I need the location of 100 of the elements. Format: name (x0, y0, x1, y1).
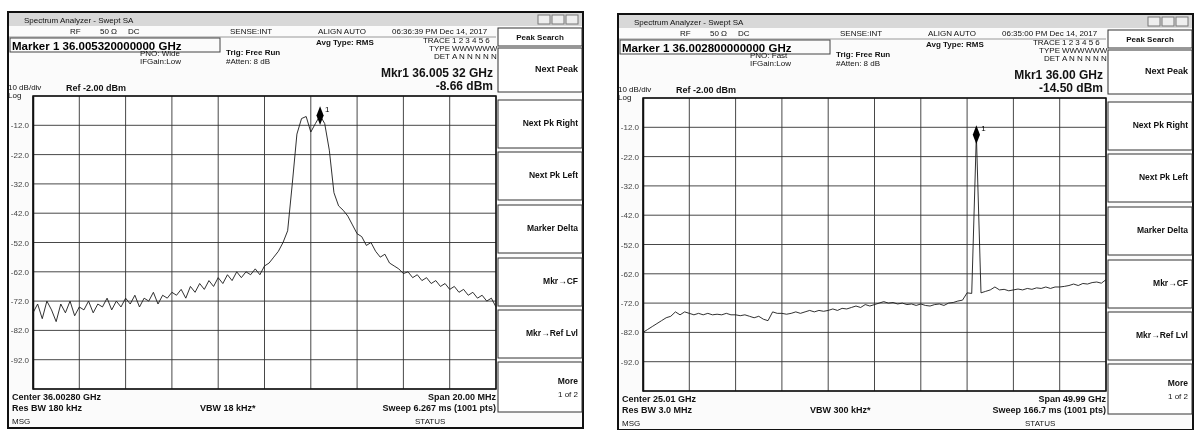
y-tick-label: -62.0 (620, 269, 640, 279)
text: SENSE:INT (840, 29, 883, 38)
y-tick-label: -92.0 (10, 355, 30, 365)
text: WWWWWW (452, 44, 498, 53)
text: TYPE (1039, 46, 1060, 55)
text: Trig: Free Run (836, 50, 891, 59)
y-tick-label: -22.0 (10, 150, 30, 160)
y-tick-label: -32.0 (10, 179, 30, 189)
text: RF (680, 29, 691, 38)
text: A N N N N N (452, 52, 498, 61)
text: 06:35:00 PM Dec 14, 2017 (1002, 29, 1098, 38)
y-tick-label: -72.0 (10, 297, 30, 307)
text: Mkr→CF (543, 276, 578, 286)
text: Spectrum Analyzer - Swept SA (634, 18, 745, 27)
y-tick-label: -82.0 (10, 326, 30, 336)
text: TRACE (1032, 38, 1060, 47)
text: Peak Search (1126, 35, 1174, 44)
text: 1 2 3 4 5 6 (1062, 38, 1101, 47)
text: Res BW 180 kHz (12, 403, 83, 413)
text: VBW 300 kHz* (810, 405, 872, 415)
text: 06:36:39 PM Dec 14, 2017 (392, 27, 488, 36)
text: Next Peak (534, 64, 579, 74)
y-tick-label: -32.0 (620, 181, 640, 191)
text: SENSE:INT (230, 27, 273, 36)
chart-title: Marker 1 36.002800000000 GHz (622, 42, 792, 54)
text: Mkr1 36.00 GHz (1014, 68, 1103, 82)
y-tick-label: -92.0 (620, 357, 640, 367)
text: Span 20.00 MHz (427, 392, 497, 402)
y-tick-label: -12.0 (10, 121, 30, 131)
text: More (557, 376, 579, 386)
text: WWWWWW (1062, 46, 1108, 55)
text: More (1167, 378, 1189, 388)
text: Log (8, 91, 22, 100)
text: Avg Type: RMS (926, 40, 985, 49)
text: DET (1044, 54, 1061, 63)
text: Log (618, 93, 632, 102)
text: Center 25.01 GHz (622, 394, 697, 404)
text: Next Pk Left (1138, 172, 1189, 182)
text: 1 of 2 (557, 390, 579, 399)
text: STATUS (415, 417, 446, 426)
text: Avg Type: RMS (316, 38, 375, 47)
text: Peak Search (516, 33, 564, 42)
text: IFGain:Low (750, 59, 792, 68)
text: Marker Delta (1136, 225, 1189, 235)
text: ALIGN AUTO (318, 27, 366, 36)
text: PNO: Wide (140, 49, 181, 58)
text: Sweep 166.7 ms (1001 pts) (992, 405, 1106, 415)
text: 10 dB/div (8, 83, 42, 92)
text: 50 Ω (710, 29, 728, 38)
y-tick-label: -72.0 (620, 299, 640, 309)
text: Center 36.00280 GHz (12, 392, 102, 402)
y-tick-label: -52.0 (620, 240, 640, 250)
y-tick-label: -62.0 (10, 267, 30, 277)
text: DC (128, 27, 140, 36)
text: RF (70, 27, 81, 36)
chart-title: Marker 1 36.005320000000 GHz (12, 40, 182, 52)
text: PNO: Fast (750, 51, 789, 60)
text: Mkr1 36.005 32 GHz (380, 66, 493, 80)
text: Next Pk Right (1132, 120, 1189, 130)
y-tick-label: -42.0 (10, 209, 30, 219)
text: Mkr→Ref Lvl (526, 328, 578, 338)
text: TRACE (422, 36, 450, 45)
text: 1 2 3 4 5 6 (452, 36, 491, 45)
text: Span 49.99 GHz (1038, 394, 1107, 404)
text: ALIGN AUTO (928, 29, 976, 38)
text: DC (738, 29, 750, 38)
text: Mkr→CF (1153, 278, 1188, 288)
text: Sweep 6.267 ms (1001 pts) (382, 403, 496, 413)
text: STATUS (1025, 419, 1056, 428)
text: Marker Delta (526, 223, 579, 233)
text: Ref -2.00 dBm (66, 83, 127, 93)
text: 10 dB/div (618, 85, 652, 94)
text: IFGain:Low (140, 57, 182, 66)
text: MSG (12, 417, 31, 426)
text: 1 of 2 (1167, 392, 1189, 401)
y-tick-label: -82.0 (620, 328, 640, 338)
text: A N N N N N (1062, 54, 1108, 63)
text: Ref -2.00 dBm (676, 85, 737, 95)
text: Res BW 3.0 MHz (622, 405, 693, 415)
text: Spectrum Analyzer - Swept SA (24, 16, 135, 25)
y-tick-label: -52.0 (10, 238, 30, 248)
series-label: 1 (325, 104, 331, 114)
text: Next Pk Left (528, 170, 579, 180)
y-tick-label: -12.0 (620, 123, 640, 133)
series-label: 1 (981, 123, 987, 133)
y-tick-label: -22.0 (620, 152, 640, 162)
text: DET (434, 52, 451, 61)
text: Next Pk Right (522, 118, 579, 128)
text: -8.66 dBm (435, 79, 493, 93)
y-tick-label: -42.0 (620, 211, 640, 221)
text: Mkr→Ref Lvl (1136, 330, 1188, 340)
text: -14.50 dBm (1038, 81, 1103, 95)
text: Trig: Free Run (226, 48, 281, 57)
text: 50 Ω (100, 27, 118, 36)
text: #Atten: 8 dB (836, 59, 881, 68)
text: #Atten: 8 dB (226, 57, 271, 66)
text: Next Peak (1144, 66, 1189, 76)
text: TYPE (429, 44, 450, 53)
text: MSG (622, 419, 641, 428)
text: VBW 18 kHz* (200, 403, 257, 413)
